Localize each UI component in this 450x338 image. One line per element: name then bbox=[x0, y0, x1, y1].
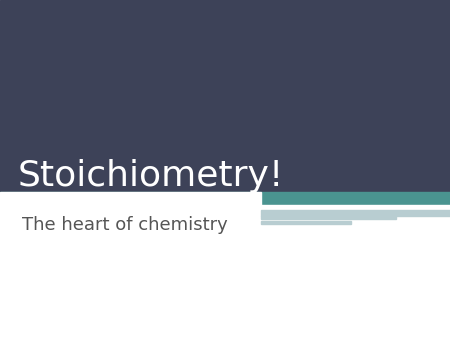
Bar bbox=[261, 216, 396, 219]
Bar bbox=[261, 221, 351, 224]
Bar bbox=[261, 210, 450, 216]
Bar bbox=[0, 205, 450, 338]
Bar bbox=[0, 0, 450, 205]
Bar bbox=[0, 192, 261, 338]
Bar bbox=[0, 192, 450, 205]
Text: The heart of chemistry: The heart of chemistry bbox=[22, 216, 228, 234]
Text: Stoichiometry!: Stoichiometry! bbox=[18, 159, 284, 193]
